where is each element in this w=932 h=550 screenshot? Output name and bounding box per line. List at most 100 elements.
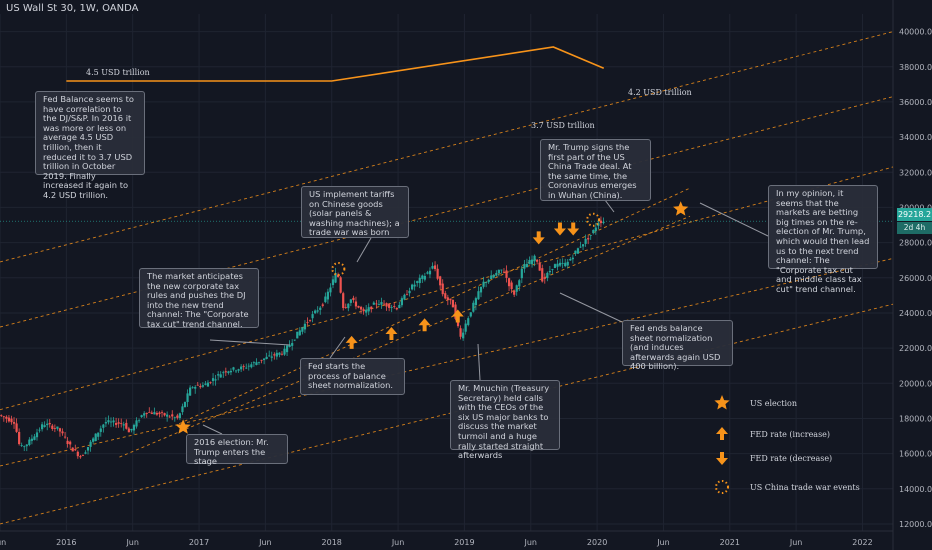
legend-us-election-label: US election [750, 399, 798, 408]
candle-body [107, 420, 110, 423]
y-tick-label: 24000.0 [899, 309, 932, 318]
annotation-trade-deal[interactable]: Mr. Trump signs the first part of the US… [540, 139, 651, 201]
annotation-opinion[interactable]: In my opinion, it seems that the markets… [768, 185, 878, 294]
candle-body [255, 362, 258, 365]
x-tick-label: Jun [391, 538, 405, 547]
candle-body [137, 420, 141, 422]
candle-body [232, 367, 235, 370]
candle-body [86, 447, 90, 451]
candle-body [530, 259, 534, 265]
candle-body [485, 282, 488, 283]
x-tick-label: Jun [524, 538, 538, 547]
candle-body [229, 370, 233, 373]
fed-increase-arrow [418, 318, 431, 332]
candle-body [120, 423, 123, 424]
candle-body [260, 359, 263, 361]
candle-body [298, 330, 301, 336]
balance-label-low: 3.7 USD trillion [531, 121, 595, 130]
annotation-fed-ends[interactable]: Fed ends balance sheet normalization (an… [622, 320, 733, 371]
candle-body [428, 270, 432, 275]
candle-body [331, 279, 335, 286]
candle-body [303, 323, 307, 330]
candle-body [385, 303, 388, 307]
candle-body [395, 307, 398, 310]
candle-body [548, 270, 551, 273]
chart-title: US Wall St 30, 1W, OANDA [6, 3, 139, 14]
candle-body [490, 275, 493, 280]
candle-body [38, 429, 41, 431]
candle-body [25, 444, 28, 447]
candle-body [398, 304, 401, 309]
candle-body [413, 284, 416, 287]
candle-body [372, 302, 375, 305]
candle-body [576, 248, 580, 254]
legend-trade-war-icon [715, 480, 729, 494]
fed-increase-arrow [385, 327, 398, 341]
candle-body [155, 412, 159, 415]
candle-body [291, 343, 294, 346]
candle-body [411, 284, 414, 290]
candle-body [66, 440, 69, 444]
candle-body [408, 290, 411, 294]
candle-body [51, 425, 54, 429]
candle-body [579, 246, 582, 248]
candle-body [12, 422, 16, 424]
annotation-election-2016[interactable]: 2016 election: Mr. Trump enters the stag… [186, 434, 288, 466]
candle-body [354, 301, 358, 307]
candle-body [117, 422, 120, 424]
candle-body [553, 264, 557, 268]
candle-body [342, 293, 345, 308]
candle-body [92, 438, 95, 442]
candle-body [296, 331, 299, 339]
annotation-tariffs[interactable]: US implement tariffs on Chinese goods (s… [301, 186, 409, 238]
candle-body [426, 272, 429, 274]
candle-body [362, 309, 365, 312]
annotation-corporate-tax[interactable]: The market anticipates the new corporate… [139, 268, 259, 329]
candle-body [497, 269, 500, 274]
candle-body [326, 291, 329, 300]
candle-body [520, 268, 523, 279]
candle-body [474, 298, 477, 306]
candle-body [71, 447, 74, 452]
candle-body [541, 268, 544, 282]
candle-body [61, 431, 64, 434]
candle-body [528, 259, 531, 265]
legend-fed-increase-icon [716, 427, 728, 440]
candle-body [421, 275, 424, 279]
candle-body [462, 332, 465, 339]
candle-body [288, 344, 291, 347]
annotation-mnuchin[interactable]: Mr. Mnuchin (Treasury Secretary) held ca… [450, 380, 560, 460]
candle-body [561, 263, 564, 264]
candle-body [194, 386, 197, 389]
candle-body [393, 306, 396, 307]
candle-body [316, 310, 319, 312]
candle-body [76, 451, 79, 457]
annotation-fed-normalization[interactable]: Fed starts the process of balance sheet … [300, 358, 405, 395]
candle-body [143, 413, 146, 416]
candle-body [171, 414, 174, 417]
candle-body [252, 362, 255, 364]
y-tick-label: 16000.0 [899, 450, 932, 459]
candle-body [199, 386, 202, 388]
candle-body [472, 302, 475, 312]
candle-body [46, 423, 49, 426]
candle-body [160, 412, 164, 414]
callout-pointer [209, 339, 291, 346]
x-tick-label: 2017 [189, 538, 209, 547]
candle-body [311, 314, 314, 319]
candle-body [265, 356, 268, 359]
candle-body [278, 352, 281, 355]
candle-body [380, 302, 383, 305]
candle-body [319, 307, 322, 310]
candle-body [2, 416, 5, 418]
candle-body [536, 259, 539, 262]
candle-body [204, 383, 207, 385]
trade-war-marker [331, 261, 346, 276]
candle-body [183, 401, 187, 407]
candle-body [523, 264, 526, 269]
candle-body [132, 424, 136, 431]
annotation-fed-balance[interactable]: Fed Balance seems to have correlation to… [35, 91, 145, 200]
candle-body [584, 238, 587, 244]
candle-body [479, 286, 483, 293]
candle-body [234, 370, 238, 372]
